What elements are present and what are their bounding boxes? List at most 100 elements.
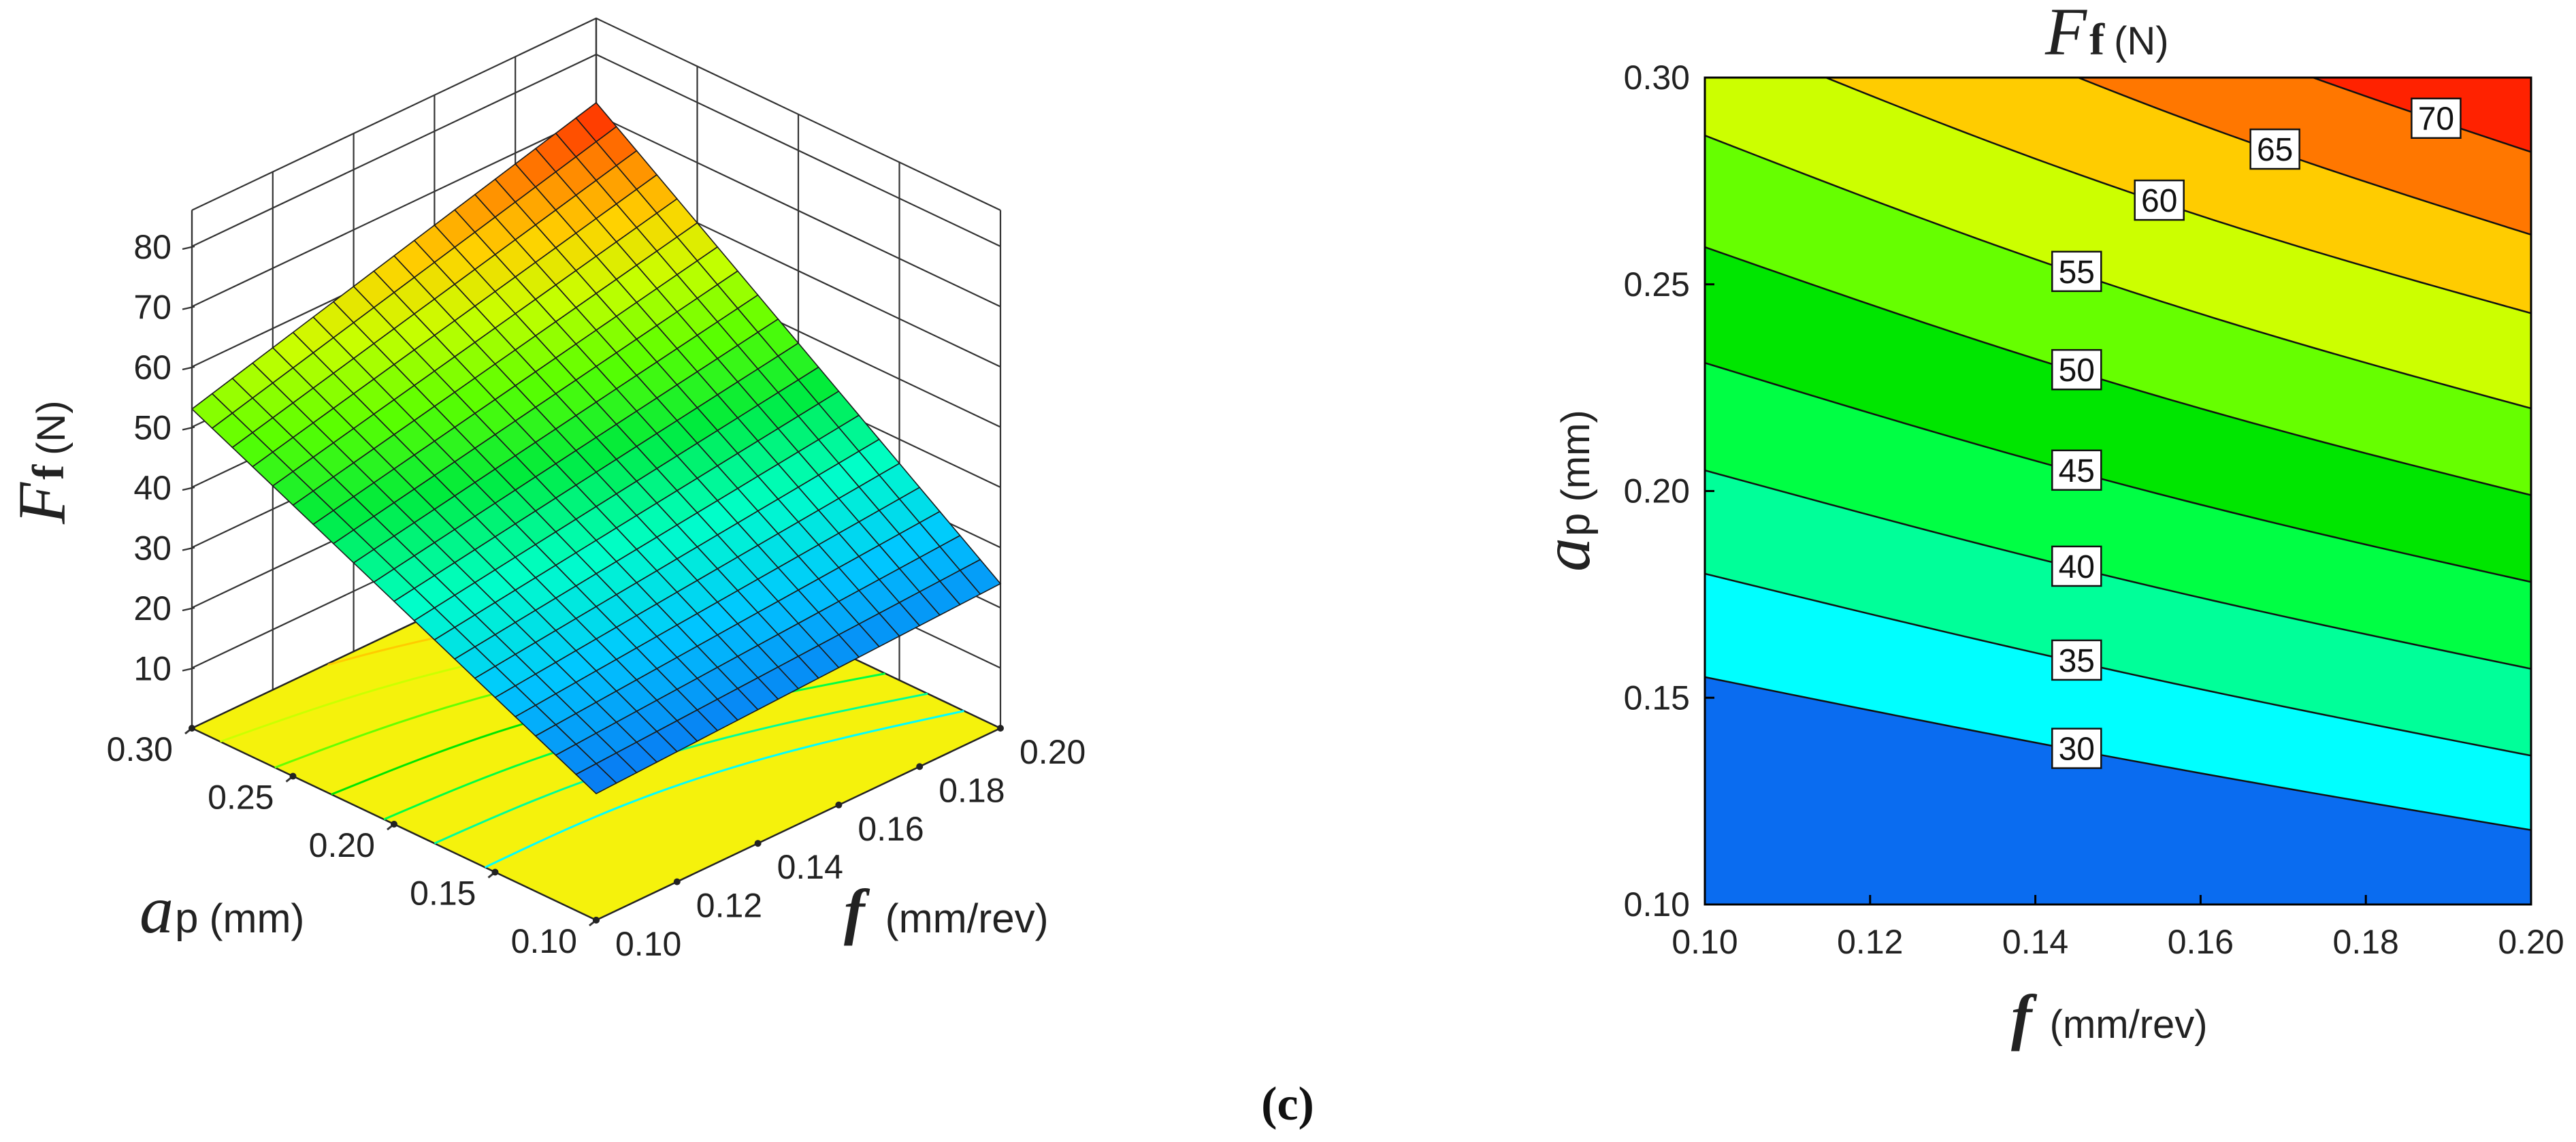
ap-tick-dot <box>491 868 499 876</box>
ap-tick-label: 0.20 <box>309 826 375 864</box>
surface-cell <box>574 763 618 795</box>
contour-line <box>1705 572 2531 757</box>
ap-axis-ticks: 0.30 0.25 0.20 0.15 0.10 <box>107 725 600 960</box>
f-tick-label: 0.16 <box>858 810 924 848</box>
contour-x-ticks: 0.10 0.12 0.14 0.16 0.18 0.20 <box>1672 895 2564 961</box>
f-tick-dot <box>916 763 924 770</box>
f-tick-label: 0.10 <box>615 925 681 963</box>
contour-label-box <box>2051 250 2102 293</box>
contour-label: 65 <box>2249 128 2300 170</box>
ap-tick-dot <box>391 821 397 828</box>
contour-label-text: 30 <box>2059 732 2095 768</box>
contour-x-tick-label: 0.14 <box>2002 923 2068 961</box>
contour-line <box>1705 361 2531 583</box>
z-tick-label: 50 <box>133 409 172 447</box>
contour-line <box>2310 78 2531 153</box>
ap-tick-dot <box>289 772 297 780</box>
z-tick-mark <box>182 426 195 431</box>
contour-label-text: 65 <box>2257 132 2293 168</box>
z-tick-label: 60 <box>133 348 172 387</box>
contour-x-tick-label: 0.12 <box>1837 923 1903 961</box>
contour-label: 60 <box>2134 179 2185 221</box>
contour-y-tick-label: 0.25 <box>1624 265 1690 304</box>
contour-label: 55 <box>2051 250 2102 293</box>
contour-y-tick-label: 0.20 <box>1624 472 1690 510</box>
contour-y-axis-title: ap(mm) <box>1529 410 1604 572</box>
ap-tick-label: 0.15 <box>410 875 476 913</box>
contour-labels: 30 35 40 45 50 55 60 65 70 <box>2051 97 2462 769</box>
contour-x-tick-label: 0.10 <box>1672 923 1738 961</box>
contour-y-ticks: 0.10 0.15 0.20 0.25 0.30 <box>1624 59 1714 924</box>
contour-fills <box>1705 78 2531 904</box>
f-tick-dot <box>673 878 681 885</box>
contour-label-box <box>2051 639 2102 681</box>
ap-tick-label: 0.25 <box>208 779 274 817</box>
contour-label-text: 70 <box>2418 101 2454 137</box>
contour-label: 50 <box>2051 348 2102 391</box>
contour-x-tick-label: 0.16 <box>2168 923 2234 961</box>
contour-label-text: 45 <box>2059 453 2095 489</box>
z-tick-label: 10 <box>133 650 172 688</box>
contour-line <box>1823 78 2531 314</box>
z-tick-mark <box>182 606 195 612</box>
f-tick-label: 0.20 <box>1020 733 1086 771</box>
f-tick-dot <box>997 725 1004 732</box>
contour-label-text: 60 <box>2141 183 2177 219</box>
contour-label-box <box>2134 179 2185 221</box>
ap-tick-label: 0.30 <box>107 730 173 768</box>
f-tick-label: 0.14 <box>777 848 843 886</box>
z-tick-mark <box>182 306 195 310</box>
z-axis-title: Ff(N) <box>4 400 80 525</box>
f-tick-dot <box>835 801 843 809</box>
contour-line <box>2076 78 2531 236</box>
contour-title: Ff (N) <box>2044 0 2169 69</box>
contour-label-box <box>2249 128 2300 170</box>
contour-line <box>1705 676 2531 831</box>
f-tick-label: 0.12 <box>696 887 762 925</box>
contour-label-box <box>2051 449 2102 491</box>
z-tick-mark <box>182 486 195 491</box>
z-axis-ticks: 10 20 30 40 50 60 70 80 <box>133 210 195 728</box>
contour-line <box>1705 246 2531 496</box>
contour-label-box <box>2051 728 2102 769</box>
contour-label-text: 35 <box>2059 643 2095 679</box>
f-axis-title: f (mm/rev) <box>844 877 1049 946</box>
contour-x-tick-label: 0.18 <box>2333 923 2399 961</box>
contour-lines <box>1705 78 2531 831</box>
contour-line <box>1705 134 2531 410</box>
contour-label: 35 <box>2051 639 2102 681</box>
contour-x-axis-title: f (mm/rev) <box>2011 982 2208 1051</box>
f-axis-ticks: 0.10 0.12 0.14 0.16 0.18 0.20 <box>593 725 1086 963</box>
contour-label-text: 55 <box>2059 255 2095 291</box>
f-tick-dot <box>754 840 762 847</box>
contour-y-tick-label: 0.15 <box>1624 679 1690 717</box>
z-tick-mark <box>182 546 195 551</box>
contour-line <box>1705 469 2531 670</box>
contour-label-box <box>2051 545 2102 587</box>
f-tick-label: 0.18 <box>939 771 1005 809</box>
contour-label-text: 40 <box>2059 549 2095 585</box>
contour-label-box <box>2411 97 2462 139</box>
contour-label-text: 50 <box>2059 353 2095 389</box>
f-tick-dot <box>593 917 600 924</box>
z-tick-mark <box>182 245 195 250</box>
z-tick-mark <box>182 667 195 672</box>
surface-plot: 10 20 30 40 50 60 70 80 0.30 0.25 0.20 0.15 0.10 0.… <box>4 17 1086 963</box>
contour-label: 40 <box>2051 545 2102 587</box>
floor-contour-line <box>485 710 964 868</box>
ap-tick-dot <box>189 725 195 732</box>
contour-label: 70 <box>2411 97 2462 139</box>
ap-axis-title: ap (mm) <box>140 872 304 947</box>
ap-tick-label: 0.10 <box>511 922 577 960</box>
contour-label: 45 <box>2051 449 2102 491</box>
z-tick-label: 80 <box>133 228 172 266</box>
z-tick-mark <box>182 365 195 371</box>
contour-y-tick-label: 0.10 <box>1624 885 1690 924</box>
contour-x-tick-label: 0.20 <box>2498 923 2564 961</box>
contour-label-box <box>2051 348 2102 391</box>
response-surface <box>191 101 1002 795</box>
contour-y-tick-label: 0.30 <box>1624 59 1690 97</box>
z-tick-label: 20 <box>133 589 172 627</box>
